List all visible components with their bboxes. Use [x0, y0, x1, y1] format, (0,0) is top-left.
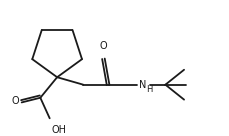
Text: O: O: [11, 96, 19, 106]
Text: OH: OH: [51, 125, 66, 135]
Text: O: O: [100, 41, 107, 51]
Text: H: H: [145, 85, 152, 94]
Text: N: N: [139, 80, 146, 90]
